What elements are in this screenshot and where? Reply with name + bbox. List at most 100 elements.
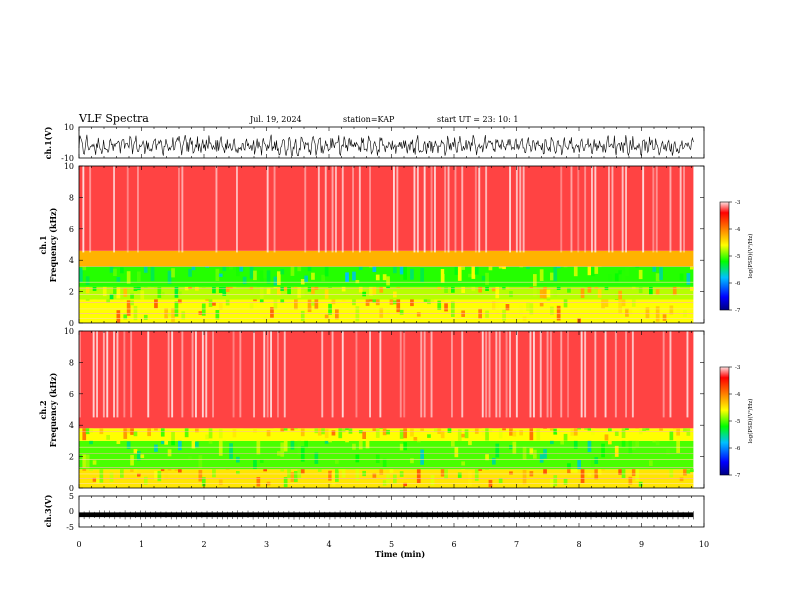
spectrogram-cell xyxy=(614,299,619,300)
spectrogram-cell xyxy=(256,440,261,455)
spectrogram-gap xyxy=(420,331,423,418)
spectrogram-cell xyxy=(259,287,264,300)
spectrogram-cell xyxy=(614,273,619,282)
spectrogram-cell xyxy=(188,268,192,277)
spectrogram-cell xyxy=(604,434,609,441)
spectrogram-cell xyxy=(273,428,278,432)
spectrogram-cell xyxy=(137,271,141,282)
spectrogram-cell xyxy=(464,429,469,439)
spectrogram-gap xyxy=(509,331,511,418)
spectrogram-cell xyxy=(379,307,384,318)
spectrogram-cell xyxy=(297,440,302,456)
spectrogram-cell xyxy=(614,445,619,457)
spectrogram-cell xyxy=(679,273,684,281)
spectrogram-cell xyxy=(109,293,114,300)
spectrogram-cell xyxy=(154,299,158,309)
spectrogram-cell xyxy=(485,272,489,285)
spectrogram-cell xyxy=(201,303,206,316)
spectrogram-cell xyxy=(570,428,575,436)
spectrogram-band-3 xyxy=(79,331,694,429)
spectrogram-gap xyxy=(481,331,484,418)
spectrogram-cell xyxy=(225,286,230,292)
spectrogram-gap xyxy=(263,331,266,418)
spectrogram-cell xyxy=(239,266,244,272)
spectrogram-cell xyxy=(430,299,435,303)
spectrogram-cell xyxy=(222,286,227,296)
spectrogram-cell xyxy=(232,428,237,438)
spectrogram-cell xyxy=(502,428,506,431)
spectrogram-cell xyxy=(567,287,571,293)
ch2-colorbar-label: log(PSD)(V²/Hz) xyxy=(747,399,754,444)
spectrogram-cell xyxy=(280,269,285,275)
spectrogram-cell xyxy=(587,286,592,293)
spectrogram-cell xyxy=(536,428,541,441)
spectrogram-cell xyxy=(171,440,175,446)
spectrogram-cell xyxy=(690,469,694,472)
spectrogram-cell xyxy=(171,268,175,278)
spectrogram-cell xyxy=(509,428,513,436)
start-time-label: start UT = 23: 10: 1 xyxy=(437,115,518,124)
spectrogram-cell xyxy=(519,304,523,316)
spectrogram-gap xyxy=(266,166,269,253)
spectrogram-gap xyxy=(498,331,501,418)
spectrogram-cell xyxy=(375,428,380,438)
ytick-label: 4 xyxy=(69,256,74,265)
spectrogram-cell xyxy=(328,470,332,481)
spectrogram-cell xyxy=(396,286,401,288)
spectrogram-cell xyxy=(324,266,329,277)
spectrogram-cell xyxy=(440,469,445,477)
spectrogram-cell xyxy=(311,272,315,280)
spectrogram-cell xyxy=(362,431,366,439)
spectrogram-cell xyxy=(133,431,138,437)
plot-title: VLF Spectra xyxy=(78,112,149,125)
spectrogram-gap xyxy=(335,166,337,253)
spectrogram-cell xyxy=(573,428,578,436)
spectrogram-cell xyxy=(382,480,387,486)
spectrogram-cell xyxy=(355,454,360,463)
spectrogram-cell xyxy=(335,469,339,482)
spectrogram-cell xyxy=(273,276,278,286)
spectrogram-cell xyxy=(106,435,110,440)
spectrogram-cell xyxy=(369,266,373,268)
spectrogram-cell xyxy=(116,277,121,283)
spectrogram-cell xyxy=(205,299,209,301)
spectrogram-cell xyxy=(430,474,435,486)
spectrogram-cell xyxy=(167,270,172,284)
spectrogram-gap xyxy=(434,166,436,253)
spectrogram-cell xyxy=(358,266,363,270)
spectrogram-gap xyxy=(591,166,593,253)
spectrogram-cell xyxy=(116,440,121,444)
spectrogram-cell xyxy=(379,286,384,293)
spectrogram-cell xyxy=(690,266,694,270)
spectrogram-cell xyxy=(645,428,650,431)
spectrogram-cell xyxy=(471,266,476,279)
xtick-label: 4 xyxy=(326,540,331,549)
spectrogram-cell xyxy=(686,273,691,285)
spectrogram-cell xyxy=(253,299,257,302)
spectrogram-cell xyxy=(444,266,448,274)
spectrogram-cell xyxy=(553,266,558,282)
spectrogram-gap xyxy=(277,331,279,418)
spectrogram-cell xyxy=(543,286,547,299)
spectrogram-cell xyxy=(212,302,216,306)
spectrogram-gap xyxy=(341,331,344,418)
spectrogram-cell xyxy=(591,457,595,469)
xtick-label: 5 xyxy=(389,540,394,549)
spectrogram-cell xyxy=(389,469,394,473)
spectrogram-cell xyxy=(628,476,633,485)
spectrogram-cell xyxy=(178,299,182,304)
spectrogram-cell xyxy=(341,469,346,478)
spectrogram-cell xyxy=(109,472,114,482)
spectrogram-gap xyxy=(102,331,105,418)
spectrogram-cell xyxy=(307,286,312,292)
spectrogram-cell xyxy=(290,440,295,450)
spectrogram-cell xyxy=(635,469,640,482)
spectrogram-cell xyxy=(614,291,619,296)
spectrogram-gap xyxy=(92,331,95,418)
spectrogram-cell xyxy=(345,440,349,443)
spectrogram-cell xyxy=(154,470,158,480)
spectrogram-cell xyxy=(352,299,356,306)
spectrogram-cell xyxy=(300,428,305,437)
spectrogram-cell xyxy=(666,448,670,455)
spectrogram-cell xyxy=(410,458,414,464)
